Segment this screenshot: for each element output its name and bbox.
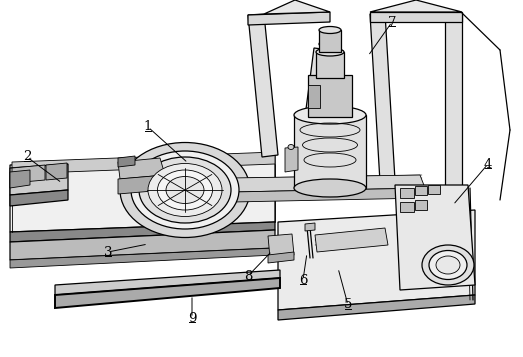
- Ellipse shape: [157, 170, 212, 210]
- Text: 9: 9: [188, 312, 196, 325]
- Ellipse shape: [316, 48, 344, 56]
- Ellipse shape: [166, 176, 204, 203]
- Text: 2: 2: [23, 151, 31, 164]
- Polygon shape: [55, 270, 280, 295]
- Ellipse shape: [429, 251, 467, 280]
- Polygon shape: [315, 228, 388, 252]
- Polygon shape: [46, 163, 67, 180]
- Text: 6: 6: [299, 273, 307, 287]
- Polygon shape: [445, 13, 462, 190]
- Polygon shape: [415, 186, 427, 195]
- Text: 1: 1: [144, 121, 152, 134]
- Text: 3: 3: [104, 246, 112, 258]
- Polygon shape: [10, 164, 68, 195]
- Polygon shape: [370, 13, 395, 182]
- Polygon shape: [308, 85, 320, 108]
- Polygon shape: [268, 234, 294, 258]
- Text: 4: 4: [484, 157, 492, 171]
- Polygon shape: [10, 190, 68, 206]
- Ellipse shape: [319, 26, 341, 34]
- Polygon shape: [118, 156, 135, 167]
- Polygon shape: [118, 175, 165, 194]
- Ellipse shape: [288, 145, 294, 150]
- Text: 8: 8: [244, 270, 252, 282]
- Polygon shape: [55, 278, 280, 308]
- Polygon shape: [10, 155, 275, 232]
- Polygon shape: [248, 12, 330, 25]
- Ellipse shape: [319, 40, 341, 47]
- Text: 5: 5: [344, 298, 352, 312]
- Polygon shape: [10, 248, 275, 268]
- Polygon shape: [316, 52, 344, 78]
- Polygon shape: [395, 185, 475, 290]
- Ellipse shape: [148, 164, 222, 216]
- Ellipse shape: [131, 151, 239, 229]
- Polygon shape: [415, 200, 427, 210]
- Ellipse shape: [294, 106, 366, 124]
- Polygon shape: [370, 0, 462, 12]
- Polygon shape: [230, 175, 425, 192]
- Polygon shape: [305, 223, 315, 231]
- Polygon shape: [278, 295, 475, 320]
- Polygon shape: [294, 115, 366, 188]
- Polygon shape: [10, 222, 275, 242]
- Polygon shape: [285, 147, 298, 172]
- Polygon shape: [233, 188, 425, 202]
- Polygon shape: [10, 170, 30, 188]
- Polygon shape: [268, 252, 294, 263]
- Polygon shape: [428, 185, 440, 194]
- Text: 7: 7: [388, 15, 396, 29]
- Polygon shape: [370, 12, 462, 22]
- Polygon shape: [300, 48, 330, 155]
- Polygon shape: [248, 14, 278, 157]
- Ellipse shape: [436, 256, 460, 274]
- Polygon shape: [118, 158, 165, 179]
- Ellipse shape: [422, 245, 474, 285]
- Polygon shape: [12, 165, 45, 183]
- Polygon shape: [308, 75, 352, 117]
- Ellipse shape: [294, 179, 366, 197]
- Polygon shape: [12, 152, 275, 174]
- Polygon shape: [278, 210, 475, 310]
- Polygon shape: [400, 188, 414, 198]
- Ellipse shape: [139, 157, 231, 223]
- Polygon shape: [10, 230, 275, 260]
- Polygon shape: [400, 202, 414, 212]
- Ellipse shape: [120, 142, 250, 237]
- Polygon shape: [264, 0, 330, 14]
- Polygon shape: [319, 30, 341, 52]
